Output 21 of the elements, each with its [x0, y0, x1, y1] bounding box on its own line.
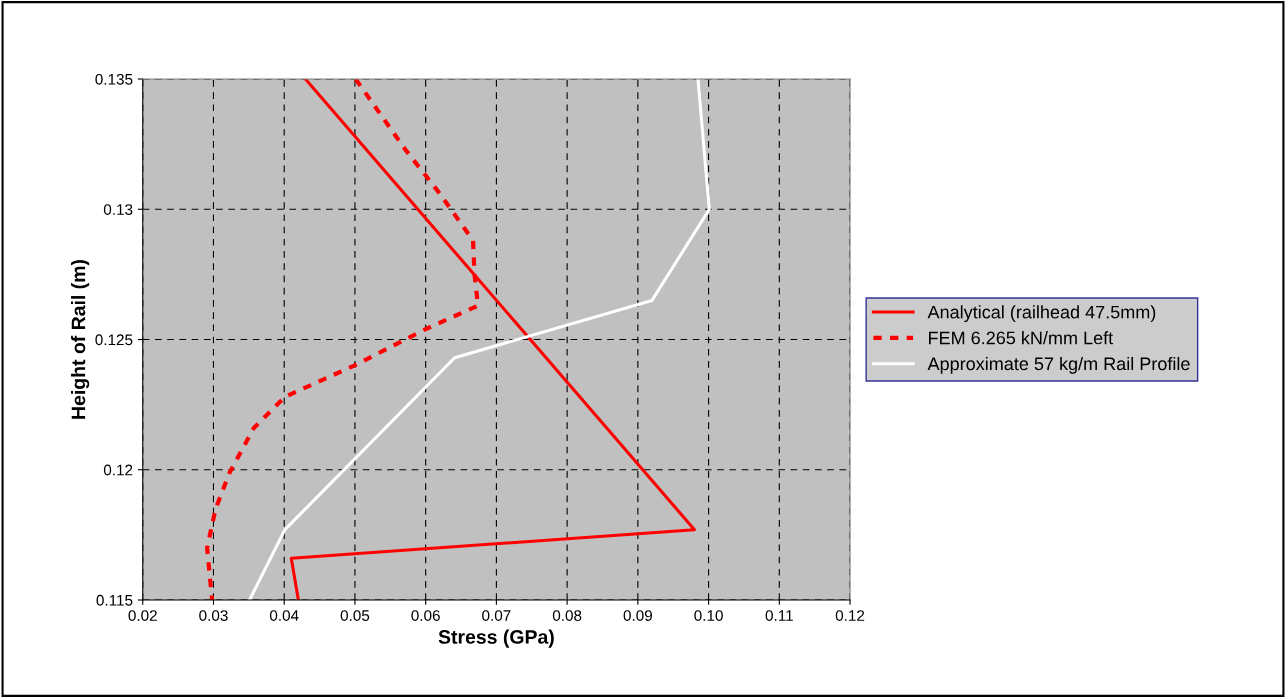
- x-tick-label: 0.05: [340, 610, 370, 621]
- x-tick-label: 0.04: [269, 610, 299, 621]
- legend-label: FEM 6.265 kN/mm Left: [929, 331, 1114, 345]
- x-tick-label: 0.03: [199, 610, 228, 621]
- y-tick-label: 0.135: [95, 73, 133, 85]
- y-tick-label: 0.125: [95, 334, 133, 346]
- y-tick-label: 0.13: [103, 204, 133, 215]
- x-tick-label: 0.08: [552, 610, 582, 621]
- legend-label: Approximate 57 kg/m Rail Profile: [927, 356, 1190, 374]
- legend-label: Analytical (railhead 47.5mm): [927, 305, 1156, 323]
- y-tick-label: 0.115: [96, 594, 133, 606]
- x-axis-title: Stress (GPa): [438, 629, 554, 648]
- x-tick-label: 0.06: [411, 610, 440, 621]
- x-tick-label: 0.12: [835, 610, 865, 621]
- y-axis-title: Height of Rail (m): [71, 260, 90, 419]
- x-tick-label: 0.07: [482, 610, 511, 621]
- x-tick-label: 0.02: [128, 610, 157, 621]
- x-tick-label: 0.11: [765, 610, 793, 621]
- x-tick-label: 0.09: [623, 610, 652, 621]
- y-tick-label: 0.12: [103, 464, 133, 476]
- x-tick-label: 0.10: [694, 610, 723, 621]
